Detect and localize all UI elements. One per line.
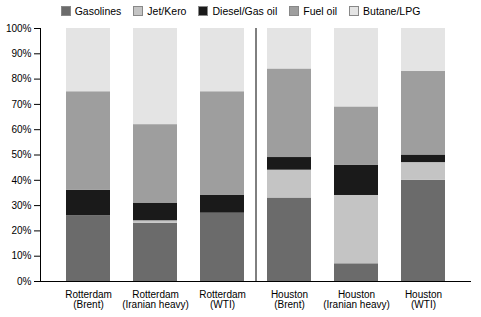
html-text:Diesel/Gas oil: Diesel/Gas oil xyxy=(212,5,278,17)
svg-text:40%: 40% xyxy=(11,175,31,186)
svg-text:Houston(WTI): Houston(WTI) xyxy=(405,289,442,310)
svg-text:90%: 90% xyxy=(11,48,31,59)
html-text:Jet/Kero: Jet/Kero xyxy=(147,5,187,17)
svg-text:80%: 80% xyxy=(11,73,31,84)
svg-text:60%: 60% xyxy=(11,124,31,135)
svg-text:Rotterdam(WTI): Rotterdam(WTI) xyxy=(199,289,246,310)
svg-text:100%: 100% xyxy=(6,23,32,34)
svg-text:10%: 10% xyxy=(11,250,31,261)
svg-text:30%: 30% xyxy=(11,200,31,211)
html-text:Butane/LPG: Butane/LPG xyxy=(363,5,421,17)
svg-text:Rotterdam(Brent): Rotterdam(Brent) xyxy=(65,289,112,310)
svg-text:Houston(Brent): Houston(Brent) xyxy=(271,289,308,310)
svg-text:Rotterdam(Iranian heavy): Rotterdam(Iranian heavy) xyxy=(122,289,189,310)
svg-text:0%: 0% xyxy=(17,276,32,287)
svg-text:20%: 20% xyxy=(11,225,31,236)
html-text:Fuel oil: Fuel oil xyxy=(303,5,338,17)
svg-text:Houston(Iranian heavy): Houston(Iranian heavy) xyxy=(323,289,390,310)
svg-text:70%: 70% xyxy=(11,99,31,110)
html-text:Gasolines: Gasolines xyxy=(74,5,122,17)
svg-text:50%: 50% xyxy=(11,149,31,160)
